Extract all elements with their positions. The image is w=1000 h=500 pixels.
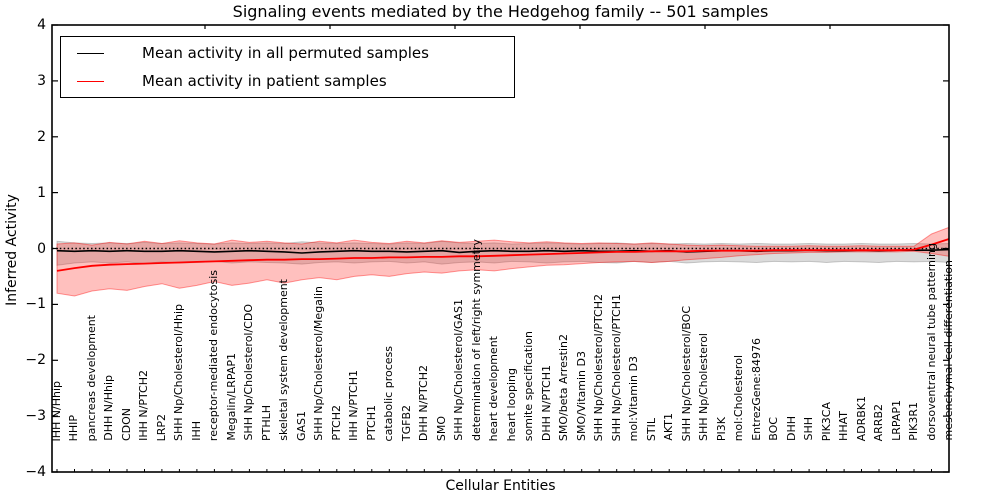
legend-label-patient: Mean activity in patient samples <box>142 72 387 90</box>
x-axis-label: Cellular Entities <box>445 478 556 494</box>
x-category-label: SHH Np/Cholesterol/PTCH1 <box>609 293 623 441</box>
patient-line-swatch <box>77 80 104 82</box>
x-category-label: DHH N/PTCH1 <box>539 364 553 441</box>
x-category-label: SMO/beta Arrestin2 <box>557 333 571 441</box>
x-category-label: SHH Np/Cholesterol/Megalin <box>312 286 326 441</box>
x-category-label: SHH Np/Cholesterol/BOC <box>679 305 693 441</box>
chart-title: Signaling events mediated by the Hedgeho… <box>232 2 769 21</box>
y-tick-label: 2 <box>37 128 46 145</box>
x-category-label: DHH N/Hhip <box>102 375 116 441</box>
x-category-label: GAS1 <box>294 410 308 441</box>
x-category-label: LRP2 <box>154 413 168 441</box>
legend-entry-patient: Mean activity in patient samples <box>61 70 514 92</box>
x-category-label: IHH N/Hhip <box>50 380 63 442</box>
x-category-label: SHH Np/Cholesterol/PTCH2 <box>592 293 606 441</box>
x-category-label: PTHLH <box>259 404 273 441</box>
x-category-label: catabolic process <box>382 345 396 441</box>
x-category-label: SHH <box>802 417 816 441</box>
x-category-label: SHH Np/Cholesterol/GAS1 <box>452 299 466 441</box>
x-category-label: EntrezGene:84976 <box>749 338 763 441</box>
x-category-label: heart looping <box>504 367 518 441</box>
x-category-label: STIL <box>644 417 658 441</box>
x-category-label: ARRB2 <box>872 403 886 441</box>
x-category-label: pancreas development <box>84 314 98 441</box>
permuted-line-swatch <box>77 52 104 54</box>
x-category-label: PTCH2 <box>329 405 343 441</box>
x-category-label: SHH Np/Cholesterol <box>697 332 711 441</box>
x-category-label: determination of left/right symmetry <box>469 239 483 441</box>
x-category-label: mol:Vitamin D3 <box>627 355 641 441</box>
legend: Mean activity in all permuted samples Me… <box>60 36 515 98</box>
x-category-label: receptor-mediated endocytosis <box>207 269 221 441</box>
x-category-label: PIK3R1 <box>907 402 921 441</box>
x-category-label: heart development <box>487 335 501 441</box>
x-category-label: BOC <box>767 417 781 441</box>
y-tick-label: −2 <box>25 352 46 369</box>
y-tick-label: −3 <box>25 408 46 425</box>
x-category-label: SMO/Vitamin D3 <box>574 351 588 441</box>
x-category-label: CDON <box>119 407 133 441</box>
x-category-label: DHH <box>784 415 798 441</box>
x-category-label: SHH Np/Cholesterol/CDO <box>242 304 256 441</box>
x-category-label: Megalin/LRPAP1 <box>224 353 238 441</box>
x-category-label: AKT1 <box>662 413 676 441</box>
x-category-label: DHH N/PTCH2 <box>417 364 431 441</box>
y-tick-label: 4 <box>37 17 46 33</box>
y-tick-label: −4 <box>25 464 46 480</box>
x-category-label: HHAT <box>837 411 851 441</box>
patient-mean-line <box>56 238 950 272</box>
y-tick-label: 0 <box>37 240 46 257</box>
x-category-label: TGFB2 <box>399 404 413 441</box>
x-category-label: PTCH1 <box>364 405 378 441</box>
legend-entry-permuted: Mean activity in all permuted samples <box>61 42 514 64</box>
x-category-label: somite specification <box>522 330 536 441</box>
x-category-label: skeletal system development <box>277 279 291 441</box>
x-category-label: IHH N/PTCH1 <box>347 370 361 441</box>
y-tick-label: 1 <box>37 184 46 201</box>
legend-label-permuted: Mean activity in all permuted samples <box>142 44 429 62</box>
x-category-label: ADRBK1 <box>854 395 868 441</box>
x-category-label: LRPAP1 <box>889 400 903 441</box>
x-category-label: SHH Np/Cholesterol/Hhip <box>172 303 186 441</box>
x-category-label: PI3K <box>714 416 728 441</box>
x-category-label: dorsoventral neural tube patterning <box>924 243 938 441</box>
y-tick-label: 3 <box>37 72 46 89</box>
x-category-label: mol:Cholesterol <box>732 354 746 441</box>
x-category-label: IHH N/PTCH2 <box>137 370 151 441</box>
x-category-label: mesenchymal cell differentiation <box>942 260 955 441</box>
x-category-label: HHIP <box>67 414 81 441</box>
x-category-label: SMO <box>434 415 448 441</box>
x-category-label: PIK3CA <box>819 401 833 441</box>
x-category-label: IHH <box>189 421 203 441</box>
y-tick-label: −1 <box>25 296 46 313</box>
